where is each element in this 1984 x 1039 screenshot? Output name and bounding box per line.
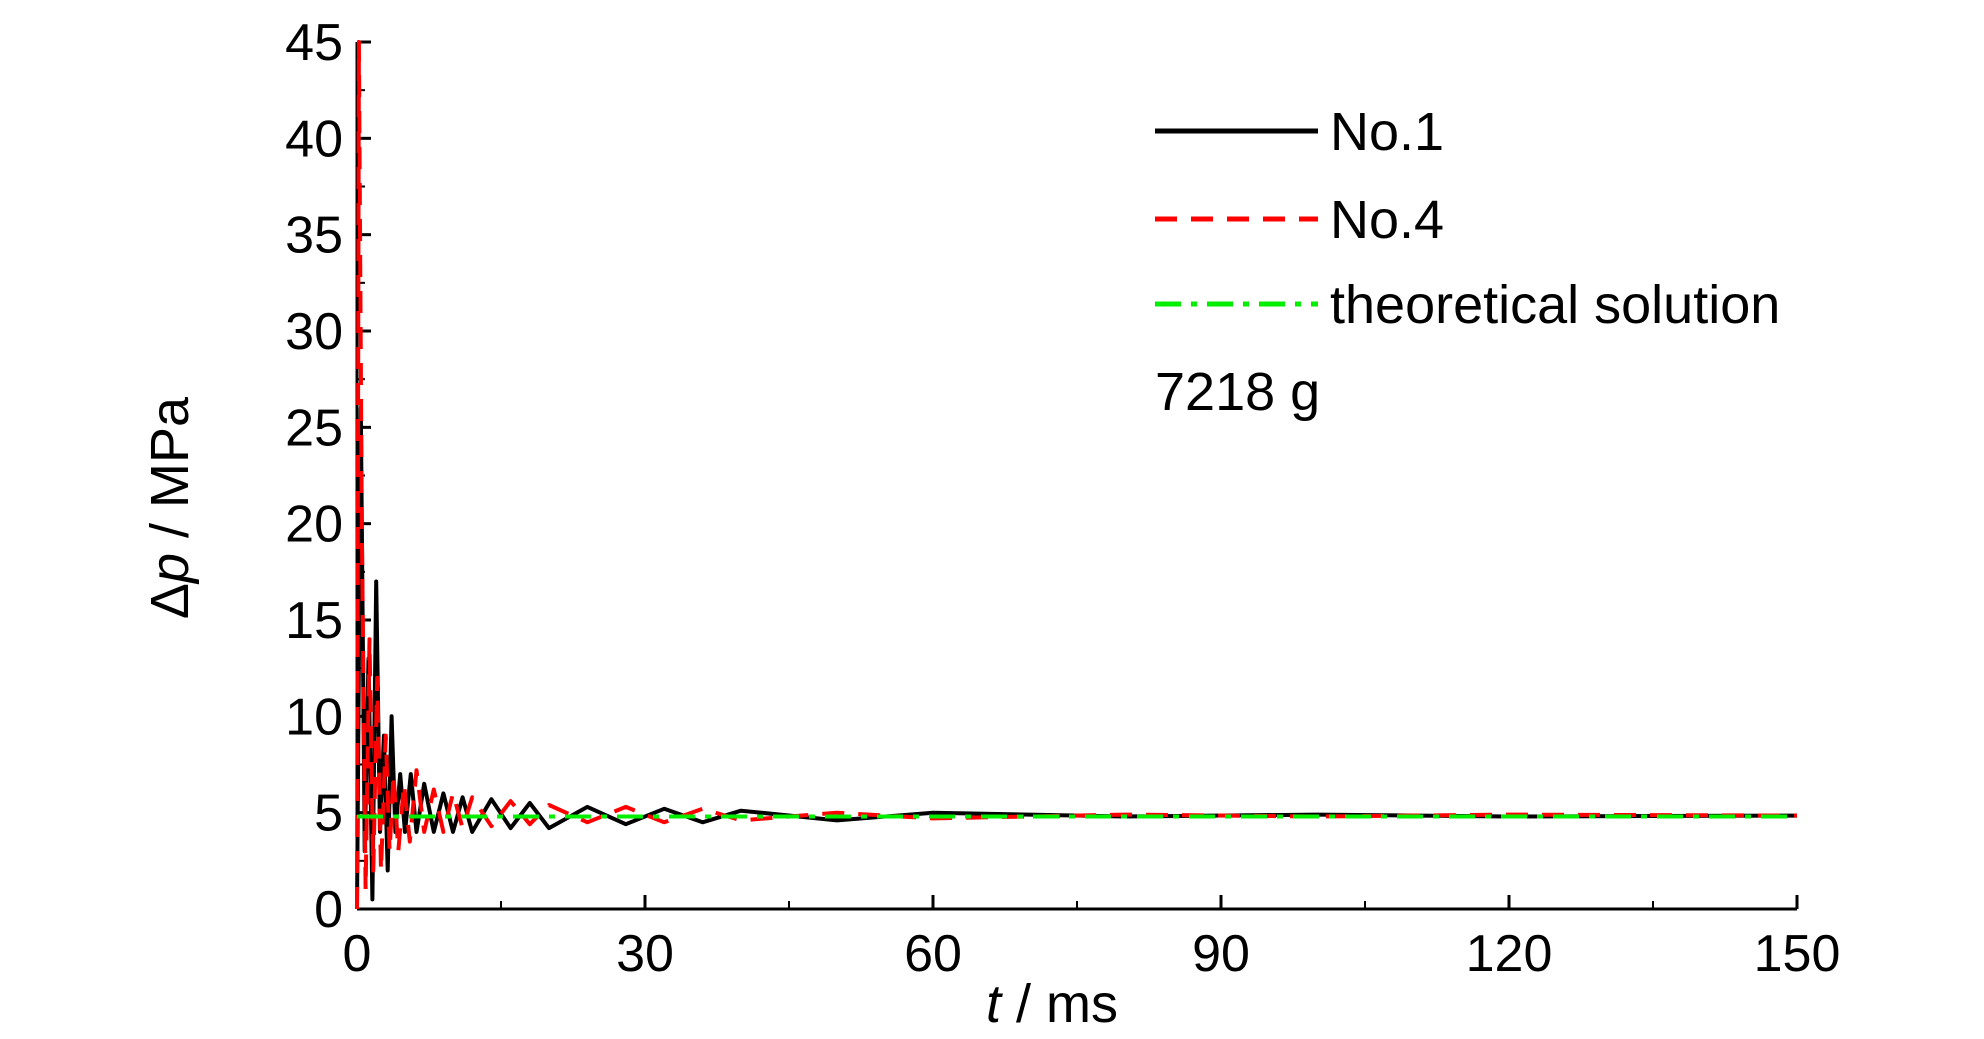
series-layer bbox=[355, 40, 1798, 910]
x-tick-label: 120 bbox=[1466, 925, 1553, 983]
x-axis-variable: t bbox=[986, 974, 1003, 1034]
y-tick-label: 25 bbox=[285, 399, 343, 457]
legend-label-no1: No.1 bbox=[1330, 102, 1444, 162]
series-line-no-4 bbox=[355, 40, 1798, 910]
x-axis-unit: / ms bbox=[1001, 974, 1118, 1034]
y-tick-label: 10 bbox=[285, 688, 343, 746]
x-tick-label: 150 bbox=[1754, 925, 1841, 983]
y-tick-label: 40 bbox=[285, 110, 343, 168]
y-axis-variable: p bbox=[140, 553, 200, 585]
y-axis-delta: Δ bbox=[140, 583, 200, 619]
y-tick-label: 30 bbox=[285, 303, 343, 361]
legend-label-no4: No.4 bbox=[1330, 190, 1444, 250]
legend: No.1 No.4 theoretical solution 7218 g bbox=[1155, 102, 1780, 422]
y-tick-label: 20 bbox=[285, 496, 343, 554]
x-tick-label: 90 bbox=[1192, 925, 1250, 983]
x-axis-title: t / ms bbox=[986, 974, 1118, 1034]
y-axis-title: Δp / MPa bbox=[140, 396, 200, 619]
y-tick-label: 35 bbox=[285, 207, 343, 265]
x-tick-label: 30 bbox=[616, 925, 674, 983]
axes: 0 5 10 15 20 25 30 35 40 45 0 30 60 90 120 150 bbox=[285, 14, 1840, 983]
y-tick-label: 5 bbox=[314, 785, 343, 843]
y-tick-label: 0 bbox=[314, 881, 343, 939]
y-axis-unit: / MPa bbox=[140, 396, 200, 553]
series-line-no-1 bbox=[355, 406, 1798, 910]
x-tick-label: 0 bbox=[343, 925, 372, 983]
y-tick-label: 45 bbox=[285, 14, 343, 72]
y-tick-label: 15 bbox=[285, 592, 343, 650]
legend-label-theoretical: theoretical solution bbox=[1330, 275, 1780, 335]
x-tick-label: 60 bbox=[904, 925, 962, 983]
annotation-mass: 7218 g bbox=[1155, 362, 1320, 422]
